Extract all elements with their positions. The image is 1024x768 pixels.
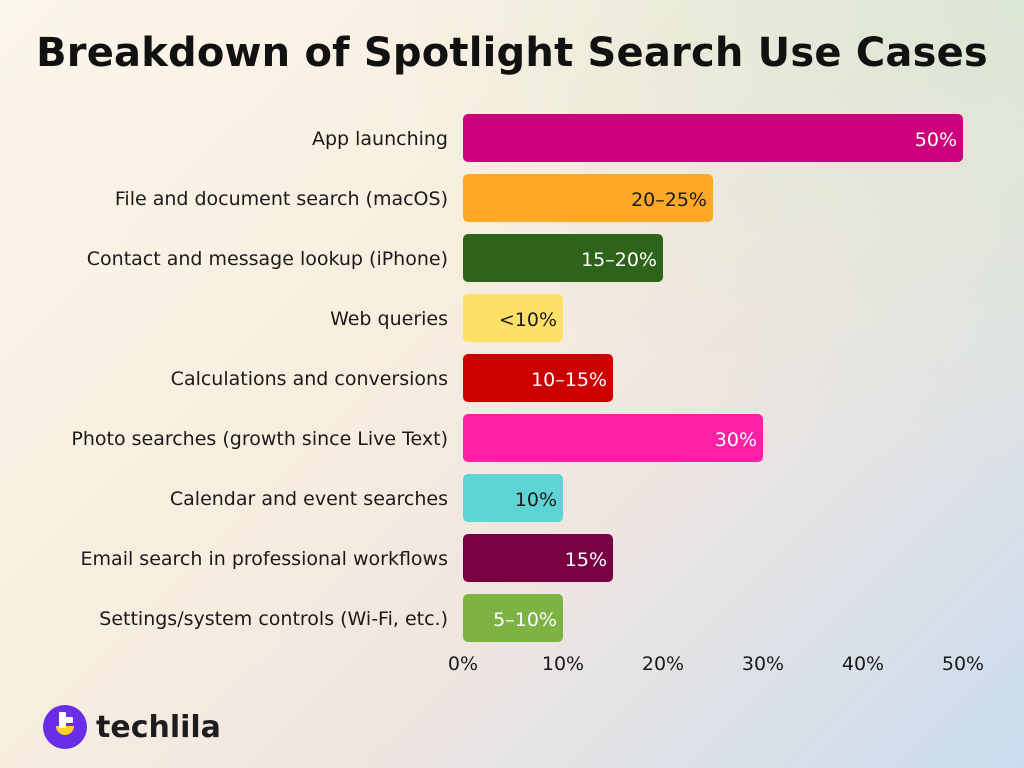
category-label: Calendar and event searches <box>170 488 448 510</box>
bar <box>463 594 563 642</box>
data-label: 50% <box>915 129 957 151</box>
data-label: 15% <box>565 549 607 571</box>
techlila-logo-icon <box>43 705 87 749</box>
category-label: File and document search (macOS) <box>115 188 448 210</box>
category-label: Photo searches (growth since Live Text) <box>71 428 448 450</box>
x-tick-label: 40% <box>842 653 884 675</box>
x-tick-label: 0% <box>448 653 478 675</box>
data-label: 10–15% <box>531 369 607 391</box>
data-label: 30% <box>715 429 757 451</box>
category-label: Contact and message lookup (iPhone) <box>87 248 448 270</box>
x-tick-label: 50% <box>942 653 984 675</box>
data-label: 15–20% <box>581 249 657 271</box>
bar <box>463 174 713 222</box>
bar <box>463 534 613 582</box>
category-label: Calculations and conversions <box>171 368 448 390</box>
bar <box>463 474 563 522</box>
bar <box>463 414 763 462</box>
chart-title: Breakdown of Spotlight Search Use Cases <box>36 30 988 76</box>
data-label: 20–25% <box>631 189 707 211</box>
category-label: Email search in professional workflows <box>81 548 448 570</box>
x-tick-label: 20% <box>642 653 684 675</box>
category-label: Settings/system controls (Wi-Fi, etc.) <box>99 608 448 630</box>
bar <box>463 114 963 162</box>
category-label: Web queries <box>330 308 448 330</box>
brand-name: techlila <box>96 709 221 745</box>
data-label: <10% <box>499 309 557 331</box>
bar <box>463 294 563 342</box>
brand-logo: techlila <box>42 704 221 750</box>
bar <box>463 354 613 402</box>
x-tick-label: 10% <box>542 653 584 675</box>
data-label: 5–10% <box>493 609 557 631</box>
x-tick-label: 30% <box>742 653 784 675</box>
bar <box>463 234 663 282</box>
category-label: App launching <box>312 128 448 150</box>
data-label: 10% <box>515 489 557 511</box>
